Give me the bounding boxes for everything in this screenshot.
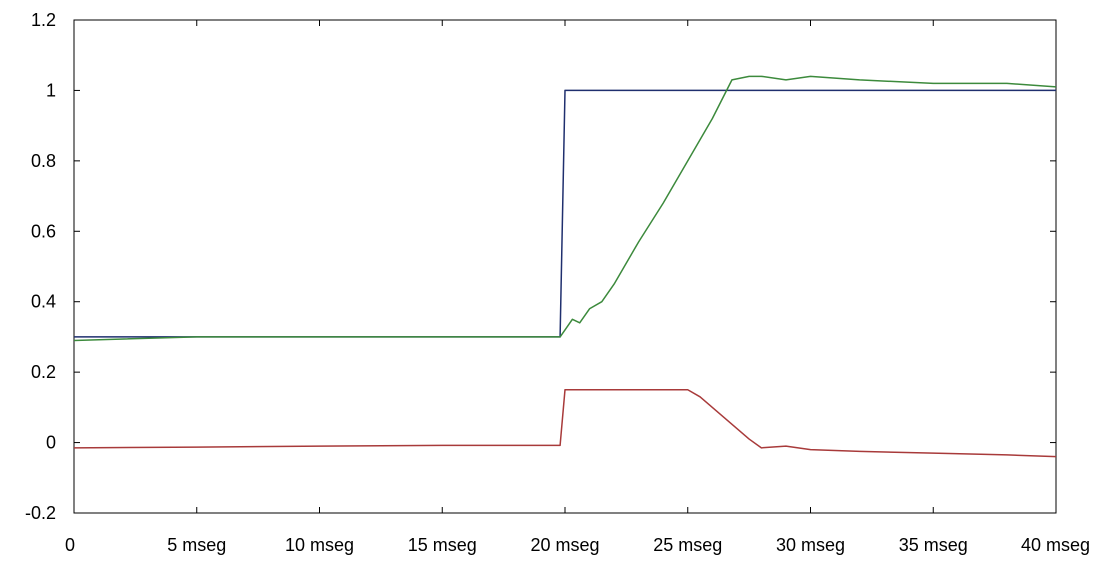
series-line-2	[73, 75, 1057, 342]
series-layer	[73, 75, 1057, 458]
y-tick-label: 0.6	[31, 221, 56, 241]
series-line-1	[74, 89, 1056, 338]
x-tick-label: 10 mseg	[285, 535, 354, 555]
x-tick-label: 40 mseg	[1021, 535, 1090, 555]
x-tick-label: 15 mseg	[408, 535, 477, 555]
x-tick-label: 35 mseg	[899, 535, 968, 555]
x-tick-label: 20 mseg	[530, 535, 599, 555]
y-tick-label: 0.2	[31, 362, 56, 382]
y-tick-label: -0.2	[25, 503, 56, 523]
x-tick-label: 30 mseg	[776, 535, 845, 555]
y-tick-label: 0.4	[31, 292, 56, 312]
y-tick-label: 1.2	[31, 10, 56, 30]
y-tick-label: 0	[46, 433, 56, 453]
y-tick-label: 1	[46, 80, 56, 100]
y-tick-labels: 1.2 1 0.8 0.6 0.4 0.2 0 -0.2	[25, 10, 56, 523]
x-tick-label: 5 mseg	[167, 535, 226, 555]
y-tick-label: 0.8	[31, 151, 56, 171]
x-tick-label: 25 mseg	[653, 535, 722, 555]
x-tick-labels: 0 5 mseg 10 mseg 15 mseg 20 mseg 25 mseg 30 ms…	[65, 535, 1090, 555]
x-tick-label: 0	[65, 535, 75, 555]
series-line-3	[73, 389, 1057, 458]
